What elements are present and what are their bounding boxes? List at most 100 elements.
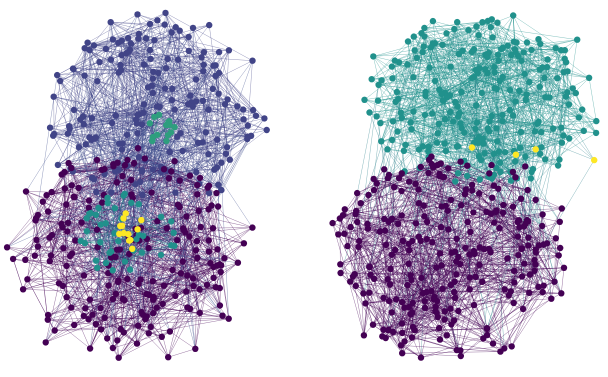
edge: [383, 270, 535, 330]
edge: [500, 212, 504, 352]
edge: [196, 101, 252, 137]
edge: [218, 153, 227, 185]
edge: [227, 99, 248, 137]
node-lower: [121, 161, 129, 169]
edge: [365, 303, 384, 330]
edge: [436, 128, 488, 143]
edge: [502, 120, 559, 166]
node-lower: [186, 172, 194, 179]
edge: [409, 249, 437, 268]
node-lower: [44, 316, 51, 323]
edge: [500, 286, 539, 352]
edge: [457, 94, 527, 107]
edge: [25, 259, 67, 267]
edge: [442, 37, 493, 46]
node-lower: [183, 213, 190, 220]
node-upper: [77, 116, 84, 123]
node-upper: [146, 20, 154, 28]
edge: [387, 149, 465, 162]
edge: [376, 43, 435, 117]
edge: [84, 72, 119, 76]
node-lower: [196, 286, 203, 293]
edge: [451, 324, 458, 351]
edge: [156, 106, 199, 143]
edge: [54, 275, 85, 331]
node-lower: [184, 304, 191, 311]
edge: [415, 80, 500, 184]
edge: [363, 292, 370, 336]
edge: [504, 289, 562, 294]
edge: [504, 292, 530, 349]
edge: [127, 278, 165, 286]
edge: [112, 298, 229, 319]
edge: [25, 207, 89, 260]
node-lower: [225, 315, 232, 322]
edge: [391, 254, 452, 325]
node-upper: [151, 37, 158, 44]
node-lower-core: [104, 199, 111, 207]
edge: [421, 277, 455, 282]
edge: [104, 317, 118, 341]
edge: [137, 14, 147, 39]
edge: [171, 32, 244, 110]
edge: [217, 206, 245, 244]
edge: [49, 260, 217, 266]
edge: [61, 204, 67, 225]
node-lower: [180, 226, 187, 234]
edge: [408, 99, 527, 308]
node-upper: [54, 161, 62, 169]
edge: [151, 12, 166, 193]
node-upper: [161, 85, 169, 92]
edge: [526, 42, 576, 94]
edge: [514, 161, 528, 221]
node-lower: [46, 234, 53, 241]
edge: [408, 238, 428, 264]
edge: [90, 139, 218, 214]
edge: [397, 223, 410, 308]
edge: [120, 64, 166, 89]
node-lower: [166, 328, 174, 335]
node-lower: [80, 312, 88, 320]
node-upper: [134, 130, 141, 137]
edge: [456, 226, 520, 240]
node-upper: [205, 189, 213, 197]
node-lower: [115, 354, 122, 361]
node-upper: [90, 42, 98, 49]
edge: [413, 36, 415, 78]
edge: [407, 41, 515, 50]
edge: [73, 109, 143, 172]
node-upper: [57, 77, 64, 85]
edge: [373, 164, 438, 191]
edge: [22, 171, 65, 290]
node-lower: [217, 268, 224, 276]
edge: [91, 139, 170, 153]
node-lower: [75, 184, 82, 191]
edge: [391, 139, 429, 158]
node-lower: [93, 226, 101, 233]
edge: [97, 59, 112, 82]
node-lower: [114, 159, 121, 166]
edge: [137, 14, 158, 21]
edge: [539, 69, 550, 98]
edge: [384, 205, 424, 231]
node-lower: [34, 243, 42, 250]
node-upper: [107, 56, 115, 63]
edge: [446, 33, 561, 222]
edge: [36, 217, 62, 225]
edge: [401, 173, 421, 241]
edge: [356, 210, 385, 220]
edge: [112, 240, 130, 271]
node-upper: [247, 132, 255, 139]
edge: [142, 72, 159, 236]
node-lower: [113, 179, 121, 186]
edge: [27, 227, 63, 280]
edge: [247, 60, 253, 126]
node-lower-core: [108, 248, 115, 255]
edge: [183, 230, 188, 276]
node-upper: [218, 159, 225, 166]
edge: [105, 48, 173, 90]
node-lower: [19, 286, 27, 293]
node-lower: [119, 172, 126, 180]
node-lower: [44, 208, 52, 215]
edge: [426, 167, 434, 240]
